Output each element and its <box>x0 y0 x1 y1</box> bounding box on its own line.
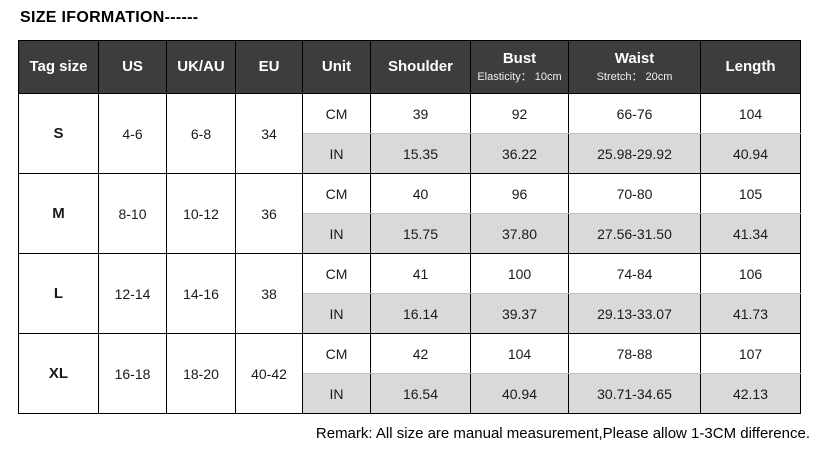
table-row-s-in: IN 15.35 36.22 25.98-29.92 40.94 <box>19 133 801 174</box>
shoulder-cell: 42 <box>370 333 471 374</box>
bust-cell: 36.22 <box>470 133 569 174</box>
length-cell: 41.34 <box>700 213 801 254</box>
size-table: Tag size US UK/AU EU Unit Shoulder Bust … <box>18 40 801 414</box>
tag-size-cell: XL <box>18 333 99 414</box>
length-cell: 106 <box>700 253 801 294</box>
bust-cell: 96 <box>470 173 569 214</box>
tag-size-cell: M <box>18 173 99 254</box>
shoulder-cell: 16.14 <box>370 293 471 334</box>
eu-cell: 38 <box>235 253 303 334</box>
col-header-ukau: UK/AU <box>166 40 236 94</box>
eu-cell: 36 <box>235 173 303 254</box>
shoulder-cell: 15.35 <box>370 133 471 174</box>
shoulder-cell: 15.75 <box>370 213 471 254</box>
header-row: Tag size US UK/AU EU Unit Shoulder Bust … <box>18 40 801 94</box>
col-header-label: Tag size <box>29 57 88 75</box>
col-header-label: Shoulder <box>387 57 453 75</box>
waist-cell: 66-76 <box>568 93 701 134</box>
tag-size-cell: S <box>18 93 99 174</box>
waist-cell: 70-80 <box>568 173 701 214</box>
col-header-label: Waist <box>614 50 655 68</box>
us-cell: 16-18 <box>98 333 167 414</box>
tag-size-cell: L <box>18 253 99 334</box>
col-header-tag-size: Tag size <box>18 40 99 94</box>
unit-cell: CM <box>302 173 371 214</box>
ukau-cell: 6-8 <box>166 93 236 174</box>
length-cell: 104 <box>700 93 801 134</box>
table-row-m-in: IN 15.75 37.80 27.56-31.50 41.34 <box>19 213 801 254</box>
table-row-l-cm: L 12-14 14-16 38 CM 41 100 74-84 106 <box>18 253 801 334</box>
waist-cell: 74-84 <box>568 253 701 294</box>
remark-text: Remark: All size are manual measurement,… <box>315 425 810 442</box>
page-title: SIZE IFORMATION------ <box>20 9 199 26</box>
col-header-length: Length <box>700 40 801 94</box>
ukau-cell: 10-12 <box>166 173 236 254</box>
table-row-s-cm: S 4-6 6-8 34 CM 39 92 66-76 104 <box>18 93 801 174</box>
col-header-label: EU <box>258 57 280 75</box>
waist-cell: 27.56-31.50 <box>568 213 701 254</box>
bust-cell: 37.80 <box>470 213 569 254</box>
shoulder-cell: 16.54 <box>370 373 471 414</box>
col-header-label: Unit <box>321 57 352 75</box>
col-header-subtitle: Stretch： 20cm <box>596 70 673 83</box>
col-header-label: US <box>122 57 143 75</box>
shoulder-cell: 40 <box>370 173 471 214</box>
length-cell: 42.13 <box>700 373 801 414</box>
length-cell: 105 <box>700 173 801 214</box>
col-header-bust: Bust Elasticity： 10cm <box>470 40 569 94</box>
col-header-label: UK/AU <box>177 57 225 75</box>
table-row-m-cm: M 8-10 10-12 36 CM 40 96 70-80 105 <box>18 173 801 254</box>
unit-cell: IN <box>302 373 371 414</box>
shoulder-cell: 39 <box>370 93 471 134</box>
shoulder-cell: 41 <box>370 253 471 294</box>
unit-cell: IN <box>302 293 371 334</box>
waist-cell: 25.98-29.92 <box>568 133 701 174</box>
col-header-waist: Waist Stretch： 20cm <box>568 40 701 94</box>
waist-cell: 78-88 <box>568 333 701 374</box>
col-header-shoulder: Shoulder <box>370 40 471 94</box>
bust-cell: 100 <box>470 253 569 294</box>
col-header-unit: Unit <box>302 40 371 94</box>
unit-cell: CM <box>302 333 371 374</box>
table-row-xl-in: IN 16.54 40.94 30.71-34.65 42.13 <box>19 373 801 414</box>
length-cell: 107 <box>700 333 801 374</box>
col-header-label: Bust <box>502 50 537 68</box>
bust-cell: 39.37 <box>470 293 569 334</box>
us-cell: 4-6 <box>98 93 167 174</box>
waist-cell: 29.13-33.07 <box>568 293 701 334</box>
col-header-subtitle: Elasticity： 10cm <box>477 70 562 83</box>
eu-cell: 34 <box>235 93 303 174</box>
col-header-us: US <box>98 40 167 94</box>
table-row-l-in: IN 16.14 39.37 29.13-33.07 41.73 <box>19 293 801 334</box>
waist-cell: 30.71-34.65 <box>568 373 701 414</box>
ukau-cell: 18-20 <box>166 333 236 414</box>
us-cell: 12-14 <box>98 253 167 334</box>
unit-cell: IN <box>302 133 371 174</box>
ukau-cell: 14-16 <box>166 253 236 334</box>
us-cell: 8-10 <box>98 173 167 254</box>
unit-cell: CM <box>302 253 371 294</box>
length-cell: 40.94 <box>700 133 801 174</box>
unit-cell: IN <box>302 213 371 254</box>
col-header-label: Length <box>725 57 776 75</box>
unit-cell: CM <box>302 93 371 134</box>
length-cell: 41.73 <box>700 293 801 334</box>
table-row-xl-cm: XL 16-18 18-20 40-42 CM 42 104 78-88 107 <box>18 333 801 414</box>
eu-cell: 40-42 <box>235 333 303 414</box>
bust-cell: 104 <box>470 333 569 374</box>
bust-cell: 40.94 <box>470 373 569 414</box>
bust-cell: 92 <box>470 93 569 134</box>
col-header-eu: EU <box>235 40 303 94</box>
